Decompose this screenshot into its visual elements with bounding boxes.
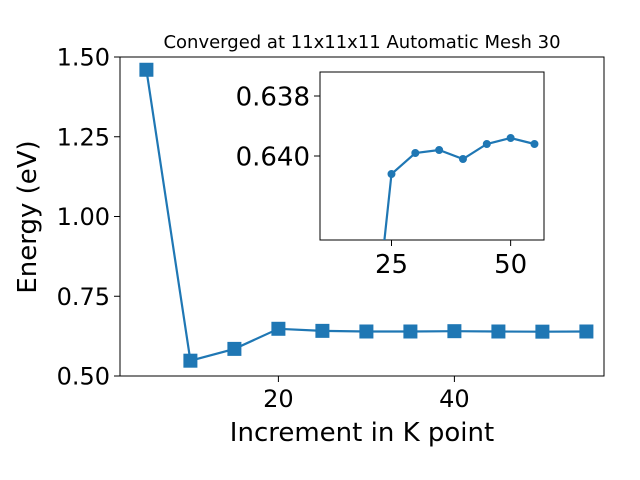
y-tick-label: 1.00 — [57, 203, 110, 231]
inset-data-point — [435, 146, 444, 154]
main-data-point — [139, 62, 154, 77]
y-tick-label: 0.50 — [57, 363, 110, 391]
inset-data-point — [506, 134, 515, 142]
y-tick-label: 0.638 — [236, 82, 310, 112]
inset-data-point — [530, 140, 539, 148]
main-data-point — [535, 324, 550, 339]
y-tick-label: 1.50 — [57, 44, 110, 72]
x-tick-label: 25 — [375, 250, 408, 280]
inset-series-group — [364, 134, 539, 400]
inset-data-point — [482, 140, 491, 148]
main-data-point — [227, 341, 242, 356]
x-tick-label: 50 — [494, 250, 527, 280]
y-tick-label: 0.75 — [57, 283, 110, 311]
y-tick-label: 0.640 — [236, 142, 310, 172]
main-data-point — [271, 321, 286, 336]
inset-data-point — [411, 149, 420, 157]
main-data-point — [315, 323, 330, 338]
inset-data-point — [387, 170, 396, 178]
x-tick-label: 20 — [263, 385, 294, 413]
x-tick-label: 40 — [439, 385, 470, 413]
main-data-point — [491, 324, 506, 339]
main-data-point — [403, 324, 418, 339]
y-axis-label: Energy (eV) — [13, 140, 43, 293]
inset-series-line — [383, 136, 535, 240]
chart-title: Converged at 11x11x11 Automatic Mesh 30 — [163, 32, 560, 53]
main-data-point — [447, 324, 462, 339]
main-axis-ticks: 20 40 0.50 0.75 1.00 1.25 1.50 — [57, 44, 470, 413]
inset-axis-ticks: 25 50 0.638 0.640 — [236, 82, 528, 280]
inset-plot-area — [319, 71, 545, 241]
main-data-point — [359, 324, 374, 339]
main-data-point — [579, 324, 594, 339]
main-data-point — [183, 353, 198, 368]
inset-data-point — [458, 155, 467, 163]
main-series-group — [139, 62, 594, 368]
inset-data-point — [364, 393, 371, 400]
y-tick-label: 1.25 — [57, 123, 110, 151]
x-axis-label: Increment in K point — [230, 418, 494, 448]
